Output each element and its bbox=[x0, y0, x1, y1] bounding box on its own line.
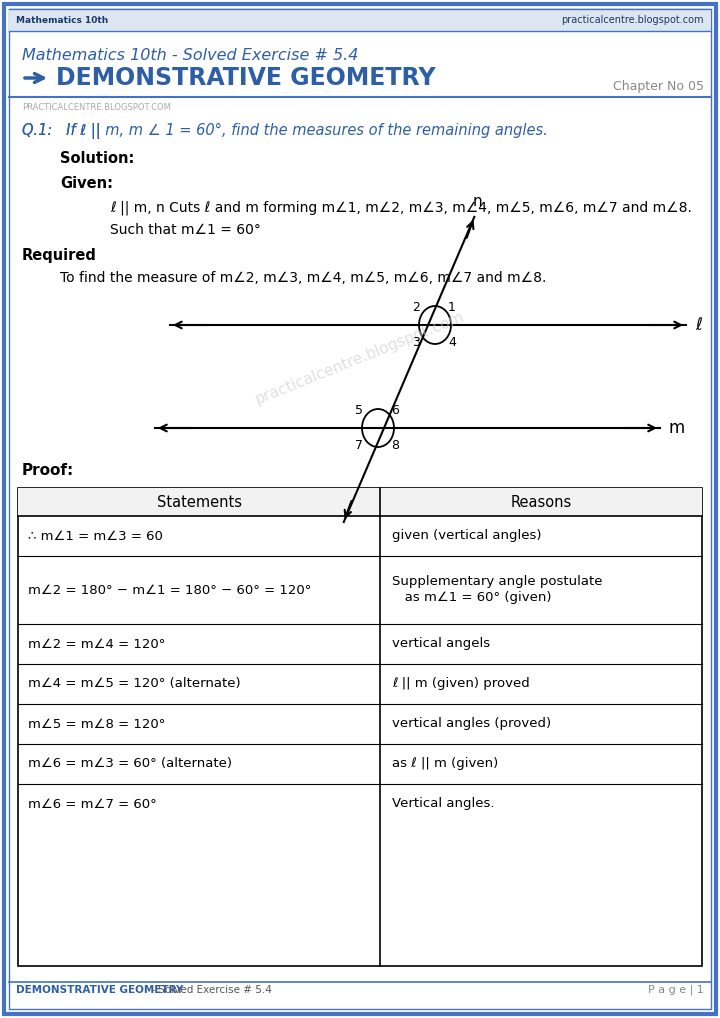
Text: Q.1:   If ℓ ||: Q.1: If ℓ || bbox=[22, 123, 105, 139]
Text: 7: 7 bbox=[355, 439, 363, 452]
Text: ∴ m∠1 = m∠3 = 60: ∴ m∠1 = m∠3 = 60 bbox=[28, 529, 163, 543]
Text: Proof:: Proof: bbox=[22, 462, 74, 477]
Text: DEMONSTRATIVE GEOMETRY: DEMONSTRATIVE GEOMETRY bbox=[56, 66, 436, 90]
Bar bbox=[9, 9, 711, 31]
Text: m∠6 = m∠3 = 60° (alternate): m∠6 = m∠3 = 60° (alternate) bbox=[28, 757, 232, 771]
Text: vertical angels: vertical angels bbox=[392, 637, 490, 651]
Text: 6: 6 bbox=[391, 404, 399, 417]
Text: Required: Required bbox=[22, 247, 97, 263]
Text: Mathematics 10th: Mathematics 10th bbox=[16, 15, 108, 24]
Text: P a g e | 1: P a g e | 1 bbox=[648, 984, 704, 996]
Text: Vertical angles.: Vertical angles. bbox=[392, 797, 495, 810]
Text: ℓ || m (given) proved: ℓ || m (given) proved bbox=[392, 678, 530, 690]
Text: $\ell$: $\ell$ bbox=[695, 316, 703, 334]
Text: n: n bbox=[472, 194, 482, 209]
Text: as m∠1 = 60° (given): as m∠1 = 60° (given) bbox=[392, 591, 552, 605]
Text: 3: 3 bbox=[412, 336, 420, 349]
Text: To find the measure of m∠2, m∠3, m∠4, m∠5, m∠6, m∠7 and m∠8.: To find the measure of m∠2, m∠3, m∠4, m∠… bbox=[60, 271, 546, 285]
Text: as ℓ || m (given): as ℓ || m (given) bbox=[392, 757, 498, 771]
Text: ℓ || m, n Cuts ℓ and m forming m∠1, m∠2, m∠3, m∠4, m∠5, m∠6, m∠7 and m∠8.: ℓ || m, n Cuts ℓ and m forming m∠1, m∠2,… bbox=[110, 201, 692, 215]
Text: m∠4 = m∠5 = 120° (alternate): m∠4 = m∠5 = 120° (alternate) bbox=[28, 678, 240, 690]
Text: given (vertical angles): given (vertical angles) bbox=[392, 529, 541, 543]
Text: DEMONSTRATIVE GEOMETRY: DEMONSTRATIVE GEOMETRY bbox=[16, 985, 184, 995]
Text: Reasons: Reasons bbox=[510, 495, 572, 509]
Text: PRACTICALCENTRE.BLOGSPOT.COM: PRACTICALCENTRE.BLOGSPOT.COM bbox=[22, 103, 171, 112]
Text: Chapter No 05: Chapter No 05 bbox=[613, 79, 704, 93]
Text: m∠2 = 180° − m∠1 = 180° − 60° = 120°: m∠2 = 180° − m∠1 = 180° − 60° = 120° bbox=[28, 583, 311, 597]
Text: vertical angles (proved): vertical angles (proved) bbox=[392, 718, 551, 731]
Text: Q.1:   If ℓ || m, m ∠ 1 = 60°, find the measures of the remaining angles.: Q.1: If ℓ || m, m ∠ 1 = 60°, find the me… bbox=[22, 123, 548, 139]
Text: Mathematics 10th - Solved Exercise # 5.4: Mathematics 10th - Solved Exercise # 5.4 bbox=[22, 48, 359, 62]
Text: Given:: Given: bbox=[60, 175, 113, 190]
Text: Solution:: Solution: bbox=[60, 151, 135, 166]
Text: m∠6 = m∠7 = 60°: m∠6 = m∠7 = 60° bbox=[28, 797, 157, 810]
Text: - Solved Exercise # 5.4: - Solved Exercise # 5.4 bbox=[148, 985, 272, 995]
Text: Such that m∠1 = 60°: Such that m∠1 = 60° bbox=[110, 223, 261, 237]
Text: m: m bbox=[668, 419, 684, 437]
Bar bbox=[18, 488, 702, 516]
Bar bbox=[18, 488, 702, 966]
Text: 8: 8 bbox=[391, 439, 399, 452]
Text: 1: 1 bbox=[448, 301, 456, 314]
Text: m∠5 = m∠8 = 120°: m∠5 = m∠8 = 120° bbox=[28, 718, 166, 731]
Text: 5: 5 bbox=[355, 404, 363, 417]
Text: 2: 2 bbox=[412, 301, 420, 314]
Text: 4: 4 bbox=[448, 336, 456, 349]
Text: Statements: Statements bbox=[156, 495, 241, 509]
Text: Supplementary angle postulate: Supplementary angle postulate bbox=[392, 575, 603, 588]
Text: practicalcentre.blogspot.com: practicalcentre.blogspot.com bbox=[562, 15, 704, 25]
Text: m∠2 = m∠4 = 120°: m∠2 = m∠4 = 120° bbox=[28, 637, 166, 651]
Text: practicalcentre.blogspot.com: practicalcentre.blogspot.com bbox=[253, 309, 467, 407]
